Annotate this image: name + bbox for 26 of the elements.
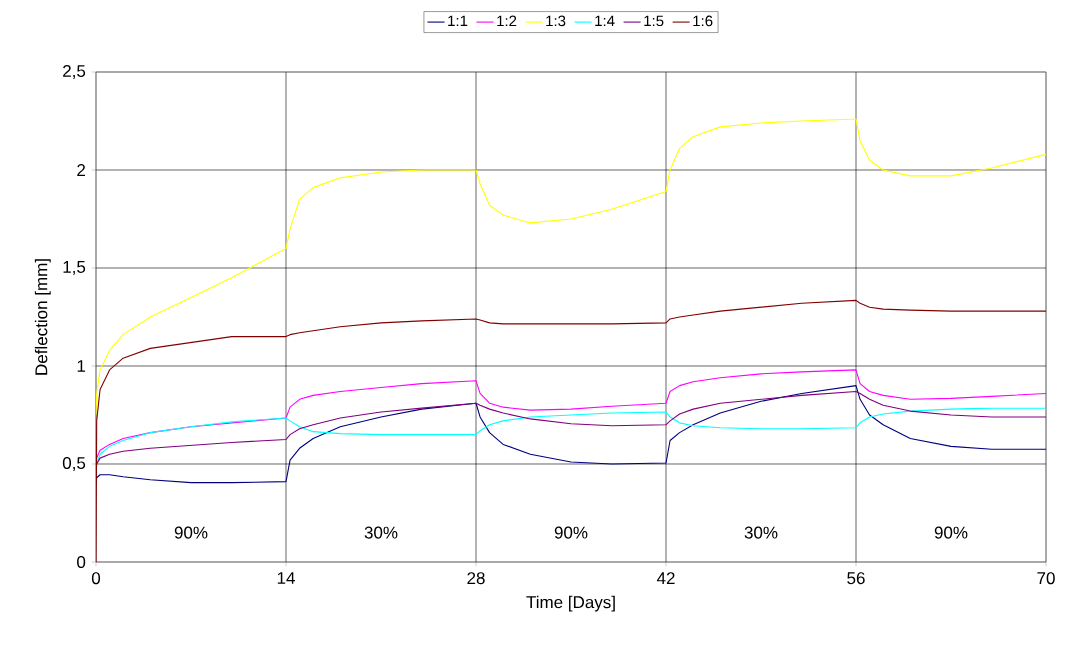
x-tick-label: 28: [467, 572, 485, 585]
x-tick-label: 70: [1037, 572, 1055, 585]
annotation: 90%: [554, 526, 588, 539]
legend-label: 1:6: [693, 15, 713, 27]
annotation: 90%: [174, 526, 208, 539]
legend-label: 1:1: [448, 15, 468, 26]
x-axis-title: Time [Days]: [526, 595, 615, 612]
y-tick-label: 0,5: [62, 456, 86, 472]
y-tick-label: 0: [77, 555, 86, 569]
y-tick-label: 2: [77, 164, 85, 176]
annotation: 90%: [934, 526, 968, 539]
y-tick-label: 1: [77, 360, 86, 372]
legend-label: 1:3: [546, 15, 566, 27]
legend-label: 1:5: [644, 15, 664, 27]
legend-label: 1:4: [595, 15, 615, 26]
line-series: [96, 118, 1046, 416]
x-tick-label: 56: [847, 572, 865, 585]
x-tick-label: 0: [91, 572, 101, 585]
y-axis-title: Deflection [mm]: [34, 259, 51, 375]
annotation: 30%: [744, 526, 778, 539]
x-tick-label: 42: [656, 572, 675, 585]
annotation: 30%: [364, 526, 398, 539]
y-tick-label: 1,5: [63, 261, 86, 275]
x-tick-label: 14: [277, 572, 295, 584]
y-tick-label: 2,5: [63, 64, 86, 80]
legend-label: 1:2: [497, 15, 517, 27]
